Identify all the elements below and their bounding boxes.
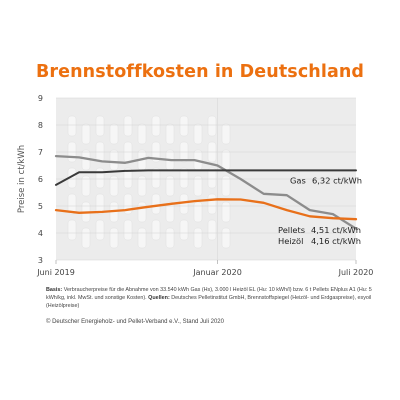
pellet-shape [221,201,231,223]
pellet-shape [221,149,231,171]
x-tick-label: Juli 2020 [338,268,374,277]
pellet-shape [193,227,203,249]
y-tick-label: 9 [38,94,43,103]
y-tick-label: 6 [38,175,43,184]
y-tick-label: 8 [38,121,43,130]
series-name: Gas [290,175,306,185]
pellet-shape [109,123,119,145]
gridlines [56,97,356,261]
pellet-shape [221,123,231,145]
pellet-shape [81,123,91,145]
series-name: Heizöl [278,236,303,246]
footnote: Basis: Verbraucherpreise für die Abnahme… [46,286,382,310]
series-end-value: 4,16 ct/kWh [311,236,361,246]
pellet-shape [81,175,91,197]
pellet-shape [179,167,189,189]
y-axis-ticks: 3 4 5 6 7 8 9 [38,94,43,265]
pellet-watermark [67,115,231,249]
pellet-shape [109,149,119,171]
pellet-shape [67,219,77,241]
footnote-basis-text: Verbraucherpreise für die Abnahme von 33… [46,287,372,302]
pellet-shape [95,115,105,137]
pellet-shape [165,175,175,197]
pellet-shape [137,201,147,223]
series-label: Heizöl 4,16 ct/kWh [278,236,361,246]
pellet-shape [179,115,189,137]
y-tick-label: 3 [38,256,43,265]
y-axis-label: Preise in ct/kWh [17,145,27,213]
series-labels: Gas 6,32 ct/kWh Pellets 4,51 ct/kWh Heizöl 4,… [278,175,362,246]
pellet-shape [137,123,147,145]
pellet-shape [137,227,147,249]
pellet-shape [151,193,161,215]
series-label: Pellets 4,51 ct/kWh [278,225,361,235]
pellet-shape [179,219,189,241]
series-end-value: 4,51 ct/kWh [311,225,361,235]
pellet-shape [67,193,77,215]
pellet-shape [193,201,203,223]
series-line-gas [55,169,357,186]
pellet-shape [123,167,133,189]
pellet-shape [165,123,175,145]
pellet-shape [137,175,147,197]
y-tick-label: 7 [38,148,43,157]
pellet-shape [193,175,203,197]
pellet-shape [151,115,161,137]
pellet-shape [67,115,77,137]
series-end-value: 6,32 ct/kWh [312,175,362,185]
pellet-shape [109,175,119,197]
pellet-shape [165,227,175,249]
pellet-shape [221,227,231,249]
footnote-basis-label: Basis: [46,287,63,293]
pellet-shape [95,193,105,215]
series-name: Pellets [278,225,305,235]
pellet-shape [151,167,161,189]
pellet-shape [193,123,203,145]
pellet-shape [165,201,175,223]
pellet-shape [207,193,217,215]
pellet-shape [207,115,217,137]
y-tick-label: 5 [38,202,43,211]
footnote-sources-label: Quellen: [148,295,170,302]
pellet-shape [123,219,133,241]
series-lines [54,154,358,230]
footnote-sources-text: Deutsches Pelletinstitut GmbH, Brennstof… [46,295,372,310]
copyright: © Deutscher Energieholz- und Pellet-Verb… [46,319,224,325]
pellet-shape [207,167,217,189]
pellet-shape [123,115,133,137]
x-axis-ticks: Juni 2019 Januar 2020 Juli 2020 [36,260,373,277]
pellet-shape [221,175,231,197]
series-label: Gas 6,32 ct/kWh [290,175,362,185]
pellet-shape [207,219,217,241]
pellet-shape [81,227,91,249]
pellet-shape [95,219,105,241]
pellet-shape [95,167,105,189]
chart-title: Brennstoffkosten in Deutschland [35,62,365,82]
x-tick-label: Januar 2020 [192,268,242,277]
pellet-shape [179,193,189,215]
series-line-heizoel [54,154,358,230]
y-tick-label: 4 [38,229,43,238]
x-tick-label: Juni 2019 [36,268,75,277]
pellet-shape [151,219,161,241]
series-line-pellets [54,198,358,221]
pellet-shape [109,227,119,249]
